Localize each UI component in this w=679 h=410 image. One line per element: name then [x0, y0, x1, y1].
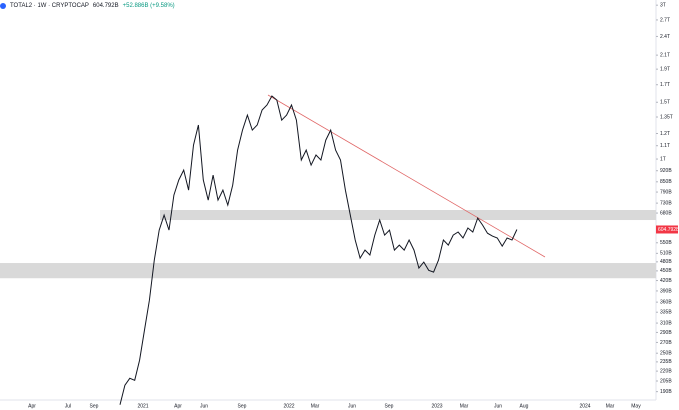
x-tick-label: 2021 [137, 403, 148, 409]
y-tick-label: 2.7T [660, 17, 670, 23]
y-tick-label: 250B [660, 351, 672, 357]
x-tick-label: 2024 [579, 403, 590, 409]
y-tick-label: 3T [660, 3, 666, 9]
x-tick-label: Sep [90, 403, 99, 409]
y-tick-label: 2.1T [660, 52, 670, 58]
y-tick-label: 790B [660, 189, 672, 195]
price-line [119, 95, 518, 405]
x-tick-label: Mar [606, 403, 615, 409]
y-tick-label: 850B [660, 179, 672, 185]
change: +52.886B (+9.58%) [122, 3, 175, 9]
y-tick-label: 2.4T [660, 34, 670, 40]
last-price-tag [656, 225, 678, 234]
y-tick-label: 310B [660, 320, 672, 326]
y-tick-label: 1.9T [660, 66, 670, 72]
y-tick-label: 1.7T [660, 82, 670, 88]
y-tick-label: 335B [660, 310, 672, 316]
y-tick-label: 1.5T [660, 100, 670, 106]
x-tick-label: 2023 [431, 403, 442, 409]
y-tick-label: 550B [660, 240, 672, 246]
x-tick-label: Sep [238, 403, 247, 409]
x-tick-label: Apr [174, 403, 182, 409]
y-tick-label: 190B [660, 389, 672, 395]
y-tick-label: 220B [660, 368, 672, 374]
y-tick-label: 1T [660, 156, 666, 162]
x-tick-label: Mar [311, 403, 320, 409]
x-tick-label: Jun [494, 403, 502, 409]
x-tick-label: Apr [28, 403, 36, 409]
y-tick-label: 420B [660, 278, 672, 284]
x-tick-label: Aug [520, 403, 529, 409]
y-tick-label: 1.2T [660, 131, 670, 137]
x-tick-label: 2022 [283, 403, 294, 409]
x-tick-label: Mar [460, 403, 469, 409]
last-price-label: 604.792B [658, 227, 679, 233]
header: TOTAL2 · 1W · CRYPTOCAP 604.792B +52.886… [0, 0, 175, 12]
x-tick-label: May [631, 403, 641, 409]
y-tick-label: 1.1T [660, 143, 670, 149]
trendline [267, 94, 546, 258]
y-tick-label: 680B [660, 210, 672, 216]
y-tick-label: 510B [660, 251, 672, 257]
y-tick-label: 450B [660, 268, 672, 274]
x-tick-label: Jul [65, 403, 71, 409]
last-price: 604.792B [92, 3, 119, 9]
y-tick-label: 290B [660, 330, 672, 336]
zone [160, 210, 656, 221]
x-tick-label: Jun [200, 403, 208, 409]
y-tick-label: 270B [660, 340, 672, 346]
zone [0, 263, 656, 279]
y-tick-label: 390B [660, 288, 672, 294]
x-tick-label: Sep [385, 403, 394, 409]
y-tick-label: 920B [660, 168, 672, 174]
y-tick-label: 235B [660, 359, 672, 365]
y-tick-label: 480B [660, 259, 672, 265]
y-tick-label: 730B [660, 200, 672, 206]
y-tick-label: 360B [660, 299, 672, 305]
y-tick-label: 205B [660, 378, 672, 384]
x-tick-label: Jun [348, 403, 356, 409]
symbol[interactable]: TOTAL2 · 1W · CRYPTOCAP [10, 3, 89, 9]
y-tick-label: 1.35T [660, 114, 673, 120]
symbol-icon [0, 3, 6, 9]
